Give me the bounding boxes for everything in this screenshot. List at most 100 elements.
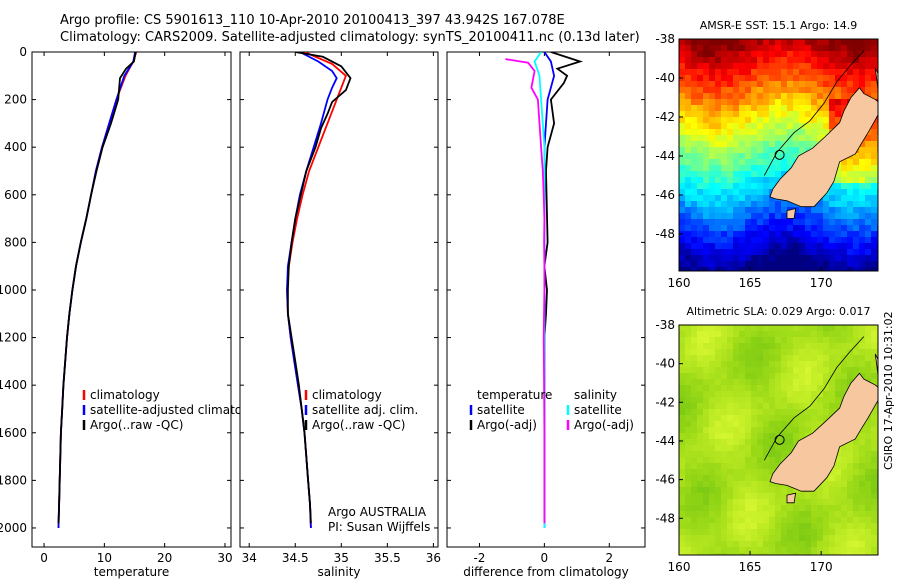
raster-cell — [865, 523, 871, 529]
land-stewart-island — [786, 492, 797, 504]
raster-cell — [715, 123, 721, 129]
raster-cell — [817, 523, 823, 529]
raster-cell — [799, 343, 805, 349]
raster-cell — [703, 249, 709, 255]
raster-cell — [715, 451, 721, 457]
raster-cell — [757, 219, 763, 225]
raster-cell — [823, 129, 829, 135]
raster-cell — [763, 183, 769, 189]
raster-cell — [841, 39, 847, 45]
raster-cell — [775, 487, 781, 493]
raster-cell — [727, 87, 733, 93]
raster-cell — [691, 57, 697, 63]
raster-cell — [757, 177, 763, 183]
raster-cell — [871, 457, 877, 463]
raster-cell — [763, 153, 769, 159]
raster-cell — [709, 189, 715, 195]
raster-cell — [835, 535, 841, 541]
raster-cell — [865, 511, 871, 517]
raster-cell — [679, 343, 685, 349]
raster-cell — [745, 469, 751, 475]
map-raster — [679, 325, 878, 555]
raster-cell — [739, 237, 745, 243]
raster-cell — [703, 463, 709, 469]
raster-cell — [763, 547, 769, 553]
raster-cell — [865, 355, 871, 361]
raster-cell — [835, 51, 841, 57]
raster-cell — [769, 243, 775, 249]
raster-cell — [829, 541, 835, 547]
raster-cell — [811, 361, 817, 367]
raster-cell — [703, 325, 709, 331]
raster-cell — [697, 189, 703, 195]
raster-cell — [727, 337, 733, 343]
raster-cell — [745, 349, 751, 355]
raster-cell — [733, 75, 739, 81]
raster-cell — [769, 261, 775, 267]
raster-cell — [697, 355, 703, 361]
raster-cell — [841, 159, 847, 165]
raster-cell — [757, 207, 763, 213]
raster-cell — [817, 261, 823, 267]
raster-cell — [823, 207, 829, 213]
raster-cell — [871, 165, 877, 171]
raster-cell — [763, 87, 769, 93]
raster-cell — [691, 541, 697, 547]
raster-cell — [835, 183, 841, 189]
raster-cell — [859, 487, 865, 493]
raster-cell — [703, 397, 709, 403]
raster-cell — [685, 81, 691, 87]
raster-cell — [781, 129, 787, 135]
raster-cell — [841, 171, 847, 177]
y-tick-label: 1600 — [0, 426, 27, 440]
y-tick-label: -48 — [655, 227, 675, 241]
raster-cell — [865, 243, 871, 249]
raster-cell — [793, 237, 799, 243]
raster-cell — [811, 57, 817, 63]
raster-cell — [805, 493, 811, 499]
raster-cell — [709, 487, 715, 493]
raster-cell — [733, 63, 739, 69]
raster-cell — [859, 331, 865, 337]
raster-cell — [739, 469, 745, 475]
raster-cell — [727, 493, 733, 499]
raster-cell — [727, 129, 733, 135]
raster-cell — [811, 397, 817, 403]
raster-cell — [781, 373, 787, 379]
raster-cell — [739, 135, 745, 141]
raster-cell — [787, 63, 793, 69]
raster-cell — [787, 267, 793, 271]
raster-cell — [853, 493, 859, 499]
raster-cell — [757, 249, 763, 255]
raster-cell — [871, 343, 877, 349]
raster-cell — [799, 255, 805, 261]
raster-cell — [859, 457, 865, 463]
raster-cell — [835, 463, 841, 469]
raster-cell — [679, 511, 685, 517]
raster-cell — [715, 427, 721, 433]
raster-cell — [721, 51, 727, 57]
raster-cell — [811, 93, 817, 99]
raster-cell — [865, 481, 871, 487]
raster-cell — [787, 367, 793, 373]
raster-cell — [871, 337, 877, 343]
raster-cell — [733, 367, 739, 373]
raster-cell — [853, 81, 859, 87]
raster-cell — [811, 385, 817, 391]
raster-cell — [793, 493, 799, 499]
raster-cell — [745, 445, 751, 451]
raster-cell — [703, 81, 709, 87]
raster-cell — [781, 445, 787, 451]
raster-cell — [739, 159, 745, 165]
raster-cell — [769, 385, 775, 391]
raster-cell — [715, 445, 721, 451]
x-tick-label: 160 — [668, 276, 691, 290]
raster-cell — [871, 213, 877, 219]
raster-cell — [823, 99, 829, 105]
raster-cell — [727, 171, 733, 177]
raster-cell — [799, 249, 805, 255]
raster-cell — [763, 111, 769, 117]
raster-cell — [757, 547, 763, 553]
raster-cell — [763, 249, 769, 255]
raster-cell — [799, 147, 805, 153]
